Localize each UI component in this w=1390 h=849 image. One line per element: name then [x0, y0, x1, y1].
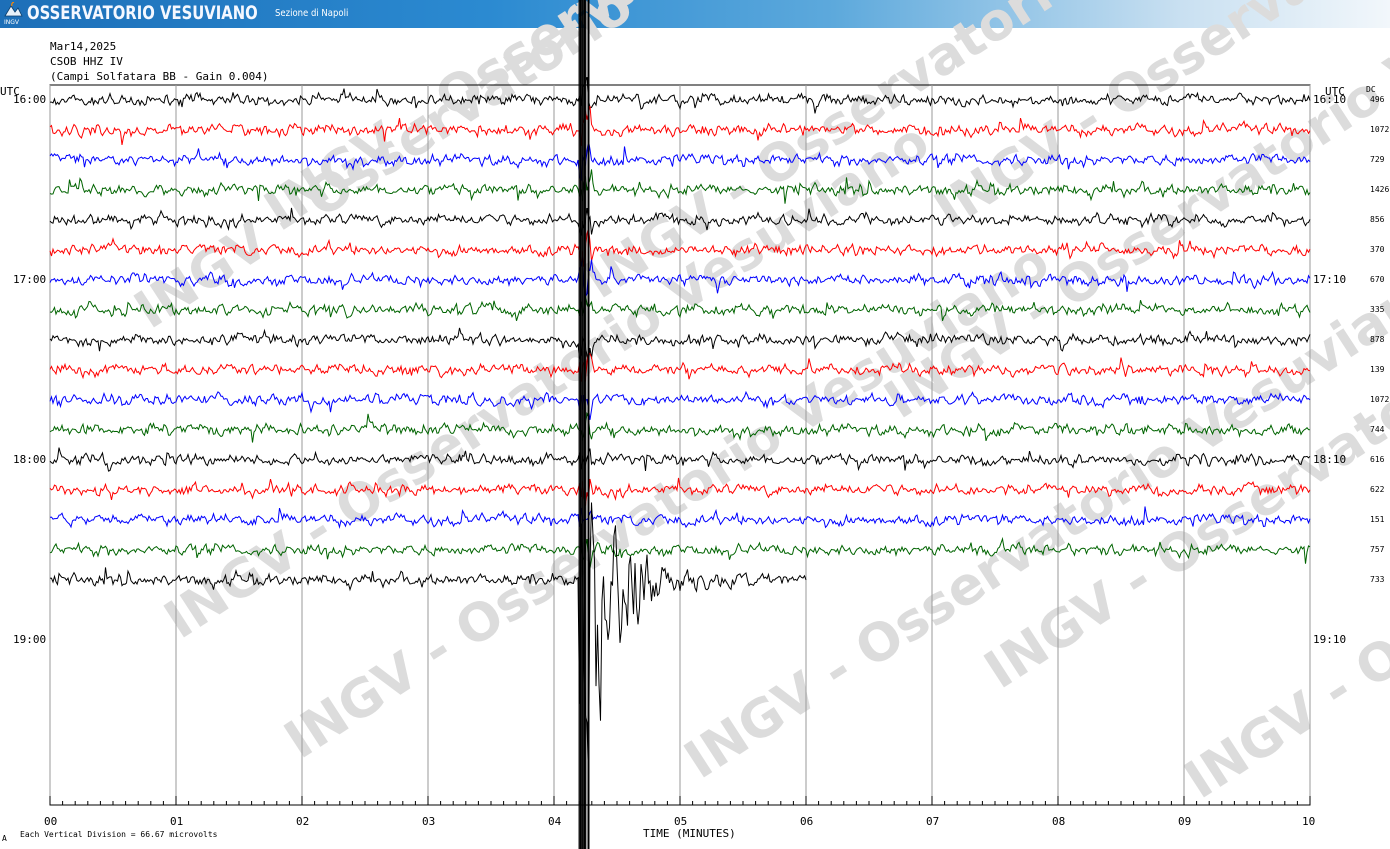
left-time-label: 16:00: [13, 93, 47, 106]
dc-value: 856: [1370, 215, 1385, 224]
trace-row-12: [49, 447, 1311, 472]
right-axis-title: UTC: [1325, 85, 1345, 98]
dc-value: 622: [1370, 485, 1385, 494]
trace-row-13: [49, 477, 1311, 506]
x-axis-label: TIME (MINUTES): [643, 827, 736, 840]
x-tick-label: 10: [1302, 815, 1316, 828]
trace-row-11: [49, 411, 1311, 443]
dc-value: 139: [1370, 365, 1385, 374]
x-tick-label: 00: [44, 815, 58, 828]
x-tick-label: 03: [422, 815, 436, 828]
x-tick-label: 01: [170, 815, 184, 828]
record-date: Mar14,2025: [50, 40, 117, 53]
chart-grid: [49, 84, 1311, 806]
trace-row-8: [49, 327, 1311, 363]
trace-row-4: [49, 207, 1311, 236]
ingv-logo-icon: INGV: [4, 2, 23, 26]
dc-value: 757: [1370, 545, 1385, 554]
dc-value: 733: [1370, 575, 1385, 584]
x-tick-label: 07: [926, 815, 940, 828]
trace-row-0: [50, 77, 1311, 114]
dc-value: 496: [1370, 95, 1385, 104]
trace-row-7: [49, 295, 1311, 321]
scale-note: Each Vertical Division = 66.67 microvolt…: [20, 830, 218, 839]
dc-value: 729: [1370, 155, 1385, 164]
trace-row-14: [49, 506, 1311, 529]
trace-row-10: [49, 390, 1311, 420]
dc-value: 1426: [1370, 185, 1390, 194]
trace-row-16: [49, 502, 807, 779]
dc-value: 151: [1370, 515, 1385, 524]
station-code: CSOB HHZ IV: [50, 55, 123, 68]
x-tick-label: 09: [1178, 815, 1192, 828]
right-time-label: 19:10: [1313, 633, 1347, 646]
right-time-label: 18:10: [1313, 453, 1347, 466]
header-banner: INGV OSSERVATORIO VESUVIANO Sezione di N…: [0, 0, 1390, 28]
dc-value: 878: [1370, 335, 1385, 344]
dc-value: 744: [1370, 425, 1385, 434]
dc-value: 1072: [1370, 125, 1390, 134]
dc-column-title: DC: [1366, 85, 1376, 94]
left-axis-title: UTC: [0, 85, 20, 98]
station-site: (Campi Solfatara BB - Gain 0.004): [50, 70, 269, 83]
logo-text: INGV: [4, 19, 20, 26]
dc-value: 370: [1370, 245, 1385, 254]
trace-group: [49, 0, 1311, 849]
left-time-label: 18:00: [13, 453, 47, 466]
x-tick-label: 04: [548, 815, 562, 828]
trace-row-9: [49, 350, 1311, 382]
x-tick-label: 08: [1052, 815, 1066, 828]
left-time-label: 19:00: [13, 633, 47, 646]
trace-row-3: [49, 169, 1311, 204]
observatory-subtitle: Sezione di Napoli: [275, 8, 349, 19]
dc-value: 670: [1370, 275, 1385, 284]
trace-row-1: [49, 105, 1311, 146]
x-tick-label: 06: [800, 815, 814, 828]
dc-value: 1072: [1370, 395, 1390, 404]
left-time-label: 17:00: [13, 273, 47, 286]
corner-mark: A: [2, 834, 7, 843]
observatory-title: OSSERVATORIO VESUVIANO: [27, 2, 258, 24]
dc-value: 616: [1370, 455, 1385, 464]
trace-row-6: [49, 257, 1311, 299]
x-tick-label: 02: [296, 815, 310, 828]
right-time-label: 16:10: [1313, 93, 1347, 106]
trace-row-2: [49, 140, 1311, 181]
x-tick-label: 05: [674, 815, 688, 828]
trace-row-5: [49, 227, 1311, 267]
right-time-label: 17:10: [1313, 273, 1347, 286]
trace-row-15: [49, 536, 1311, 569]
dc-value: 335: [1370, 305, 1385, 314]
